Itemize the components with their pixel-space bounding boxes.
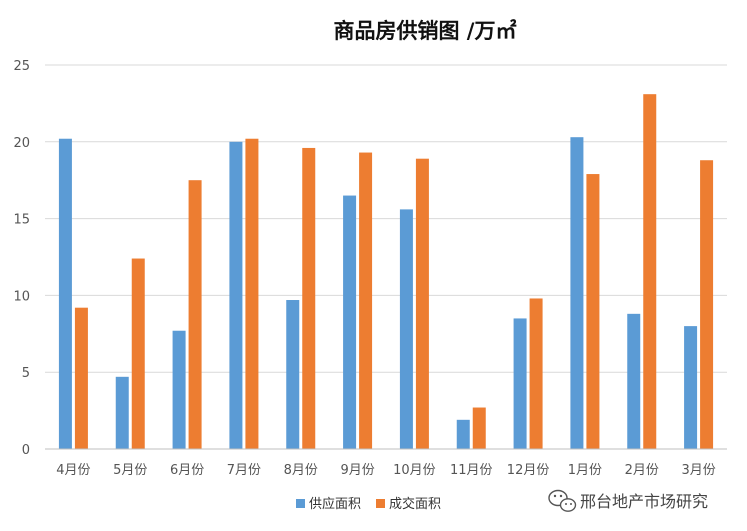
x-tick-label: 1月份 — [568, 463, 602, 478]
bar-sales — [302, 147, 316, 449]
bar-supply — [115, 376, 129, 449]
bar-supply — [172, 330, 186, 449]
legend-swatch — [296, 499, 305, 508]
bar-supply — [229, 141, 243, 450]
x-axis-ticks: 4月份 5月份 6月份 7月份 8月份 9月份 10月份 11月份 12月份 1月份 2月份 3月份 — [56, 463, 715, 478]
bar-sales — [359, 152, 373, 449]
x-tick-label: 6月份 — [170, 463, 204, 478]
x-tick-label: 8月份 — [284, 463, 318, 478]
legend-label: 供应面积 — [309, 496, 361, 512]
bar-supply — [343, 195, 357, 449]
bar-supply — [627, 313, 641, 449]
chart-title: 商品房供销图 /万㎡ — [334, 19, 517, 43]
bar-sales — [529, 298, 543, 449]
y-axis-ticks: 0 5 10 15 20 25 — [13, 59, 30, 458]
y-tick-label: 0 — [22, 443, 30, 458]
y-tick-label: 10 — [13, 289, 30, 304]
x-tick-label: 4月份 — [56, 463, 90, 478]
watermark-text: 邢台地产市场研究 — [580, 492, 708, 511]
x-tick-label: 9月份 — [340, 463, 374, 478]
x-tick-label: 7月份 — [227, 463, 261, 478]
bar-sales — [131, 258, 145, 449]
gridlines — [45, 64, 727, 373]
bar-sales — [415, 158, 429, 450]
bar-sales — [74, 307, 88, 449]
bar-supply — [456, 419, 470, 449]
bar-sales — [586, 174, 600, 449]
x-tick-label: 10月份 — [393, 463, 436, 478]
bar-sales — [700, 160, 714, 449]
y-tick-label: 15 — [13, 213, 30, 228]
x-tick-label: 11月份 — [450, 463, 493, 478]
x-tick-label: 2月份 — [625, 463, 659, 478]
y-tick-label: 25 — [13, 59, 30, 74]
bar-sales — [188, 180, 202, 449]
bar-sales — [643, 94, 657, 450]
bar-supply — [513, 318, 527, 449]
x-tick-label: 5月份 — [113, 463, 147, 478]
bars — [58, 94, 714, 450]
y-tick-label: 20 — [13, 136, 30, 151]
bar-supply — [684, 326, 698, 449]
bar-supply — [58, 138, 72, 449]
wechat-icon — [548, 489, 577, 512]
legend-swatch — [376, 499, 385, 508]
watermark: 邢台地产市场研究 — [548, 489, 708, 512]
bar-supply — [399, 209, 413, 449]
x-tick-label: 12月份 — [507, 463, 550, 478]
bar-sales — [245, 138, 259, 449]
legend-label: 成交面积 — [389, 496, 441, 512]
bar-sales — [472, 407, 486, 449]
bar-supply — [570, 137, 584, 449]
legend: 供应面积 成交面积 — [296, 496, 441, 512]
y-tick-label: 5 — [22, 366, 30, 381]
bar-supply — [286, 300, 300, 449]
x-tick-label: 3月份 — [681, 463, 715, 478]
